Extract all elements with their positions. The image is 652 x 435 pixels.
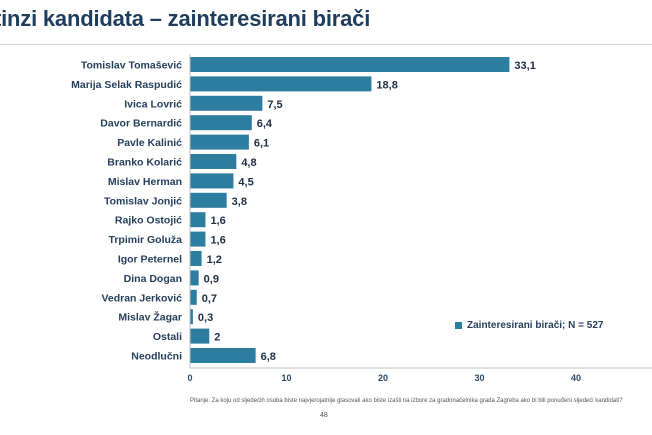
value-label-3: 6,4 — [257, 118, 273, 130]
bar-8 — [190, 212, 206, 228]
value-label-14: 2 — [214, 332, 220, 344]
bar-12 — [190, 289, 197, 305]
value-label-12: 0,7 — [202, 293, 217, 305]
bar-5 — [190, 154, 237, 169]
category-label-7: Tomislav Jonjić — [104, 195, 182, 207]
category-label-1: Marija Selak Raspudić — [71, 79, 182, 91]
value-label-8: 1,6 — [210, 215, 225, 227]
value-label-10: 1,2 — [207, 254, 222, 266]
category-label-2: Ivica Lovrić — [124, 98, 182, 110]
x-tick-label-1: 10 — [281, 373, 291, 383]
value-label-9: 1,6 — [210, 235, 225, 247]
bar-2 — [190, 95, 263, 111]
category-label-11: Dina Dogan — [124, 273, 182, 285]
x-tick-label-0: 0 — [187, 373, 192, 383]
bars-layer — [190, 57, 510, 363]
bar-3 — [190, 115, 252, 131]
value-label-15: 6,8 — [261, 351, 276, 363]
bar-1 — [190, 76, 372, 92]
x-tick-label-4: 40 — [571, 373, 581, 383]
bar-10 — [190, 251, 202, 266]
value-label-6: 4,5 — [238, 176, 253, 188]
category-label-10: Igor Peternel — [118, 254, 182, 266]
page-number: 48 — [320, 412, 328, 419]
value-label-7: 3,8 — [232, 196, 247, 208]
value-label-11: 0,9 — [204, 273, 219, 285]
bar-4 — [190, 134, 249, 150]
x-tick-label-2: 20 — [378, 373, 388, 383]
legend-swatch — [455, 322, 462, 329]
category-label-0: Tomislav Tomašević — [81, 60, 182, 72]
bar-0 — [190, 57, 510, 72]
x-tick-label-3: 30 — [474, 373, 484, 383]
category-label-9: Trpimir Goluža — [108, 234, 182, 246]
value-label-0: 33,1 — [514, 60, 535, 72]
bar-14 — [190, 328, 210, 344]
value-label-5: 4,8 — [241, 157, 256, 169]
title-divider — [0, 44, 652, 45]
value-label-2: 7,5 — [267, 99, 282, 111]
bar-13 — [190, 309, 193, 325]
category-label-6: Mislav Herman — [108, 176, 182, 188]
category-label-13: Mislav Žagar — [118, 311, 182, 324]
category-label-14: Ostali — [153, 331, 182, 343]
footnote: Pitanje: Za koju od sljedećih osoba bist… — [190, 398, 623, 404]
chart-title: tinzi kandidata – zainteresirani birači — [0, 6, 371, 31]
bar-7 — [190, 192, 227, 208]
value-label-13: 0,3 — [198, 312, 213, 324]
bar-15 — [190, 348, 256, 363]
category-label-4: Pavle Kalinić — [117, 137, 182, 149]
legend: Zainteresirani birači; N = 527 — [455, 320, 603, 331]
labels-layer: Tomislav Tomašević 33,1 Marija Selak Raspu… — [71, 60, 536, 364]
x-axis: 0 10 20 30 40 — [187, 54, 652, 383]
legend-label: Zainteresirani birači; N = 527 — [467, 320, 604, 331]
bar-11 — [190, 270, 199, 286]
category-label-12: Vedran Jerković — [101, 292, 182, 304]
value-label-1: 18,8 — [376, 79, 397, 91]
bar-6 — [190, 173, 234, 189]
category-label-5: Branko Kolarić — [107, 157, 182, 169]
category-label-8: Rajko Ostojić — [115, 215, 182, 227]
bar-9 — [190, 231, 206, 247]
value-label-4: 6,1 — [254, 138, 269, 150]
category-label-15: Neodlučni — [131, 351, 182, 363]
category-label-3: Davor Bernardić — [100, 118, 182, 130]
